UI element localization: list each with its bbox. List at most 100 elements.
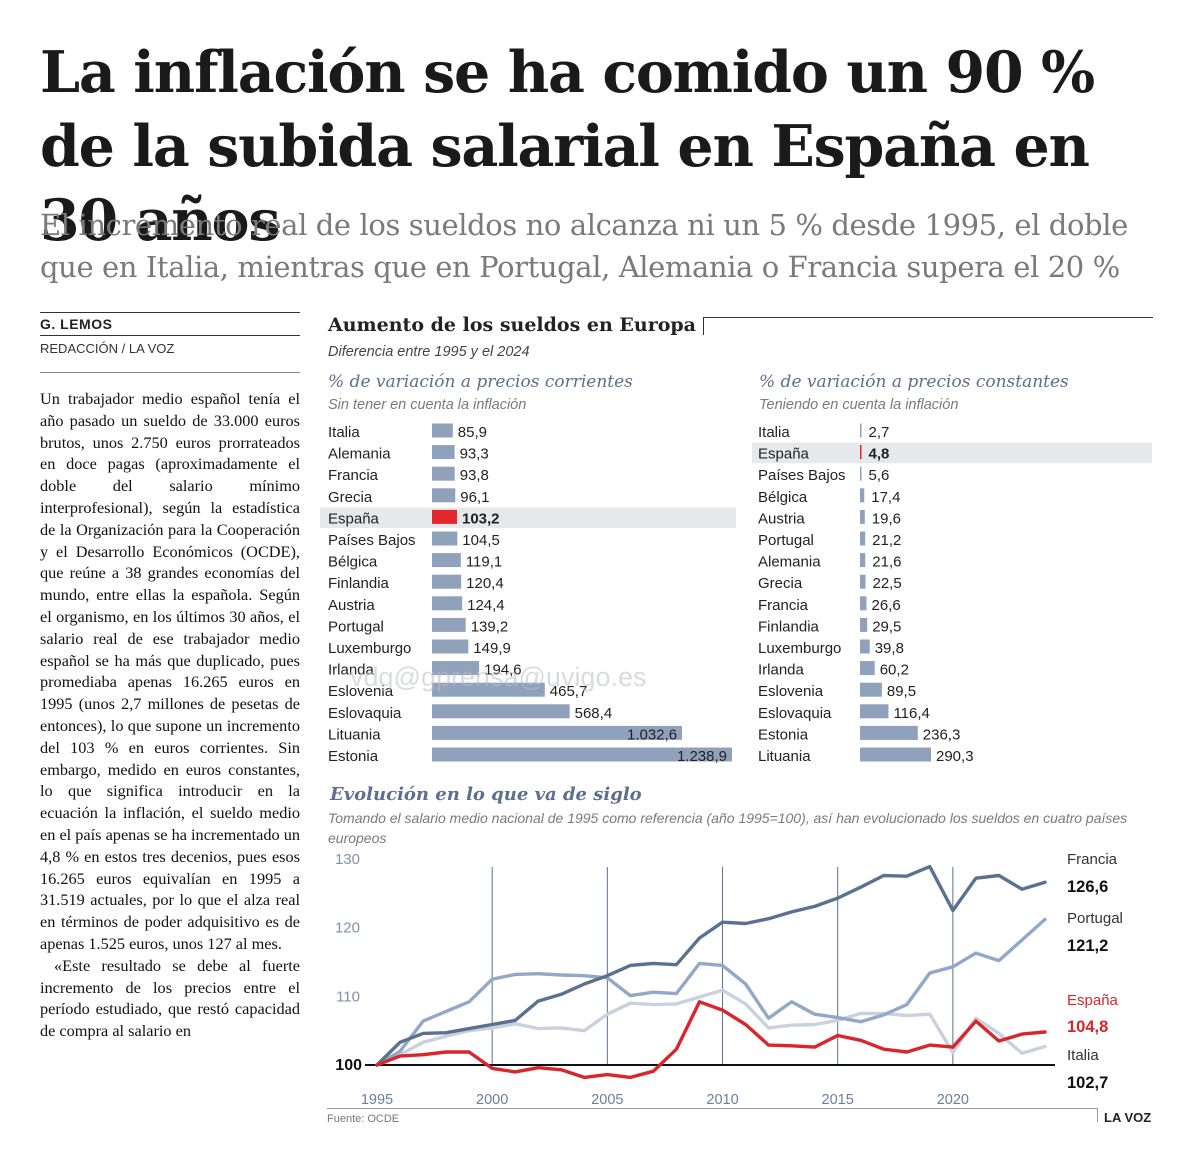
data-point-francia-2012 [767,917,770,920]
x-tick-label-1995: 1995 [361,1092,393,1108]
data-point-francia-2020 [951,909,955,912]
bar-category-label-irlanda: Irlanda [758,662,805,679]
x-tick-label-2000: 2000 [476,1092,508,1108]
evolution-title: Evolución en lo que va de siglo [330,784,642,805]
bar-estonia [432,747,732,762]
data-point-espana-2007 [652,1069,655,1073]
data-point-portugal-1999 [467,1000,471,1004]
data-point-francia-2017 [882,874,885,877]
data-point-portugal-2007 [652,991,655,994]
data-point-espana-2011 [744,1023,747,1026]
evolution-subtitle: Tomando el salario medio nacional de 199… [328,810,1128,846]
data-point-espana-2009 [698,1000,701,1004]
data-point-italia-2020 [951,1051,955,1054]
bar-value-label-francia: 26,6 [872,597,901,614]
bar-value-label-estonia: 1.238,9 [677,748,727,764]
bar-value-label-luxemburgo: 149,9 [473,640,511,657]
bar-lituania [860,747,931,762]
legend-value-espana: 104,8 [1067,1018,1108,1036]
legend-value-italia: 102,7 [1067,1074,1108,1092]
data-point-espana-2021 [974,1019,978,1023]
bar-value-label-lituania: 1.032,6 [627,726,677,743]
data-point-italia-2022 [997,1032,1001,1035]
data-point-italia-2021 [974,1017,978,1020]
data-point-francia-2003 [560,993,563,996]
legend-value-francia: 126,6 [1067,878,1108,896]
data-point-italia-2024 [1043,1045,1047,1048]
data-point-espana-1998 [444,1050,448,1054]
bar-paises-bajos [860,466,862,481]
bar-value-label-italia: 2,7 [869,424,890,441]
data-point-italia-2014 [813,1023,816,1026]
byline-desk: REDACCIÓN / LA VOZ [40,341,175,356]
bar-category-label-estonia: Estonia [328,748,379,764]
bar-value-label-belgica: 119,1 [466,554,502,571]
data-point-italia-2003 [560,1026,563,1030]
data-point-italia-1997 [421,1041,425,1044]
data-point-francia-2016 [859,885,862,889]
data-point-espana-2005 [606,1073,609,1076]
data-point-espana-1995 [375,1063,379,1067]
bar-eslovenia [432,682,545,697]
bar-category-label-austria: Austria [328,597,375,614]
bar-eslovenia [860,682,882,697]
bar-category-label-lituania: Lituania [328,726,381,743]
bar-francia [860,596,867,611]
legend-name-portugal: Portugal [1067,910,1123,927]
data-point-espana-2014 [813,1045,816,1049]
bar-value-label-portugal: 139,2 [471,618,509,635]
bar-value-label-alemania: 93,3 [460,446,489,463]
data-point-espana-2002 [537,1066,540,1069]
byline-rule-bottom [40,372,300,373]
data-point-portugal-2013 [790,1000,793,1004]
headline: La inflación se ha comido un 90 % de la … [40,39,1095,254]
footer-rule [327,1108,1097,1109]
byline-rule-mid [40,335,300,336]
data-point-italia-2004 [583,1029,586,1032]
bar-value-label-eslovenia: 465,7 [550,683,588,700]
y-tick-label-120: 120 [335,920,360,937]
data-point-portugal-1996 [398,1050,402,1053]
data-point-espana-2018 [905,1050,908,1054]
data-point-francia-2022 [997,874,1001,877]
highlight-row-bg-espana [320,507,736,528]
data-point-francia-2007 [652,962,655,965]
bar-value-label-austria: 19,6 [872,510,901,527]
bar-value-label-alemania: 21,6 [872,554,901,571]
legend-name-francia: Francia [1067,851,1118,868]
bar-value-label-francia: 93,8 [460,467,489,484]
data-point-francia-2010 [721,920,724,924]
bar-category-label-alemania: Alemania [758,554,821,571]
bar-grecia [432,488,456,503]
series-line-portugal [375,917,1047,1067]
bar-category-label-luxemburgo: Luxemburgo [328,640,411,657]
data-point-espana-2008 [675,1048,678,1051]
bar-category-label-italia: Italia [328,424,360,441]
data-point-espana-2022 [997,1039,1001,1043]
data-point-portugal-2020 [951,965,955,969]
graphic-top-rule [703,317,1153,318]
data-point-italia-2018 [905,1014,908,1017]
bar-category-label-lituania: Lituania [758,748,811,764]
bar-francia [432,466,455,481]
bar-category-label-paises-bajos: Países Bajos [758,467,846,484]
data-point-espana-2000 [490,1067,494,1070]
source-note: Fuente: OCDE [327,1113,400,1125]
bar-value-label-estonia: 236,3 [923,726,961,743]
bar-value-label-paises-bajos: 104,5 [462,532,500,549]
bar-value-label-portugal: 21,2 [872,532,901,549]
data-point-francia-2023 [1020,888,1024,891]
data-point-portugal-2019 [928,971,932,975]
bar-grecia [860,574,866,589]
data-point-espana-2023 [1020,1032,1024,1036]
data-point-italia-2015 [836,1019,839,1022]
graphic-top-tick [703,317,704,335]
bar-category-label-grecia: Grecia [758,575,803,592]
bar-estonia [860,725,918,740]
y-tick-label-130: 130 [335,851,360,868]
bar-luxemburgo [432,639,469,654]
data-point-portugal-2004 [583,974,586,977]
bar-category-label-eslovenia: Eslovenia [328,683,394,700]
legend-value-portugal: 121,2 [1067,937,1108,955]
bar-value-label-eslovaquia: 568,4 [575,705,613,722]
